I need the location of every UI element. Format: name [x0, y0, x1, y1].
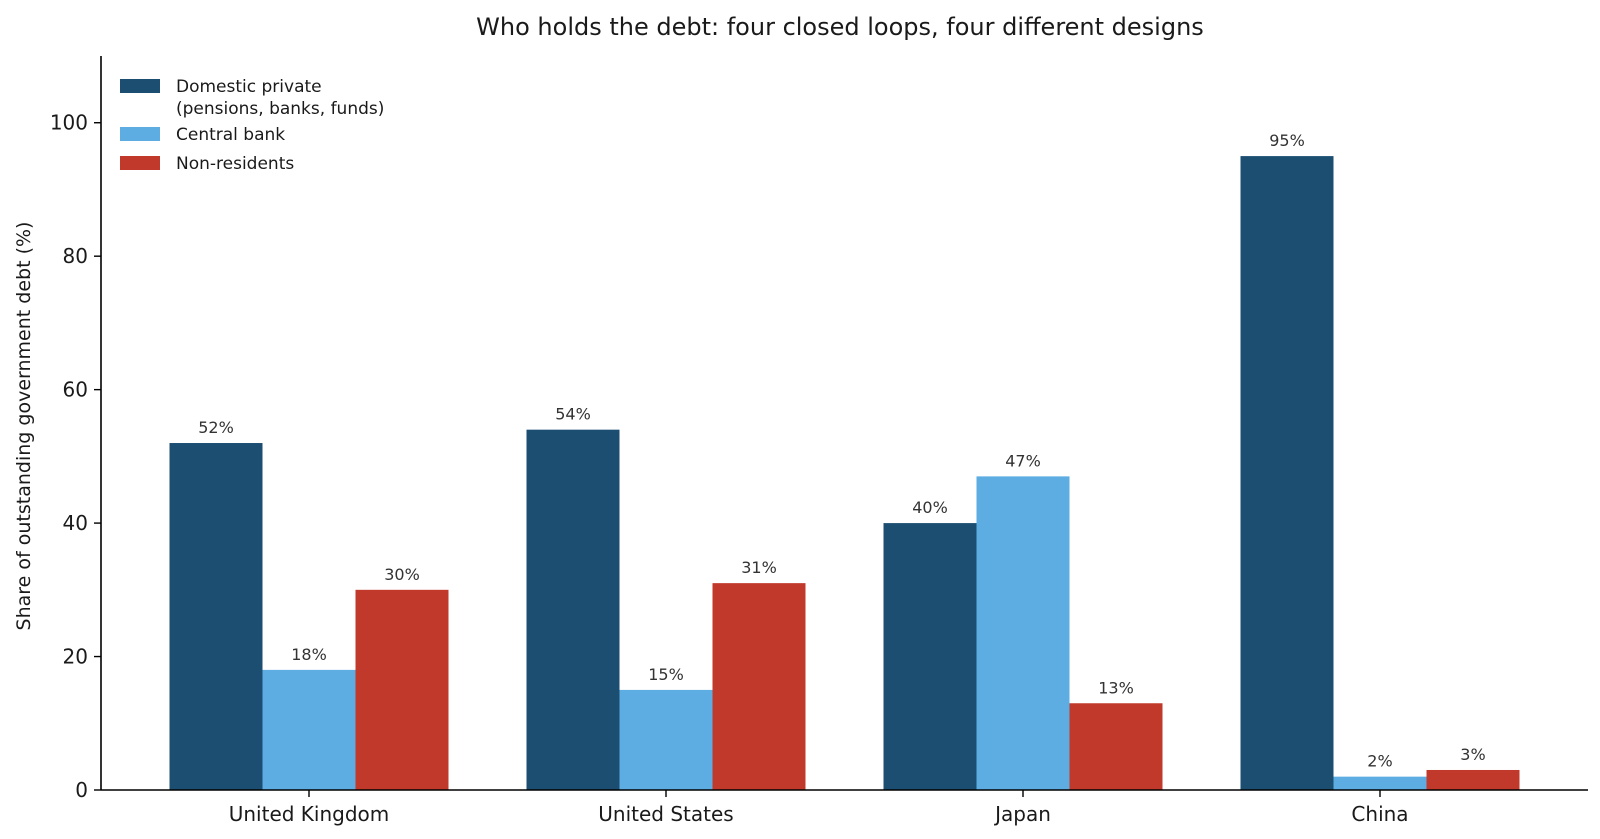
bar-label-united-kingdom-1: 52%	[198, 418, 234, 437]
bar-label-united-kingdom-2: 18%	[291, 645, 327, 664]
plot-area: 52% 18% 30% 54% 15% 31% 40% 47% 13% 95% 2% 3% 0 20 40 6…	[50, 56, 1588, 826]
legend-swatch-1	[120, 79, 160, 93]
bar-united-kingdom-1	[169, 443, 263, 790]
bar-united-states-1	[526, 429, 620, 790]
bar-label-china-3: 3%	[1460, 745, 1485, 764]
bar-label-united-states-1: 54%	[555, 405, 591, 424]
y-axis-label: Share of outstanding government debt (%)	[13, 222, 35, 631]
bar-japan-1	[883, 523, 977, 790]
bar-united-kingdom-2	[262, 669, 356, 790]
bar-china-2	[1333, 776, 1427, 790]
y-tick-label-20: 20	[63, 645, 88, 669]
bar-united-kingdom-3	[355, 589, 449, 790]
bar-label-japan-2: 47%	[1005, 451, 1041, 470]
x-tick-label-china: China	[1351, 802, 1408, 826]
bar-label-united-states-3: 31%	[741, 558, 777, 577]
bar-japan-3	[1069, 703, 1163, 790]
bar-china-1	[1240, 156, 1334, 790]
bar-label-china-1: 95%	[1269, 131, 1305, 150]
legend-swatch-3	[120, 156, 160, 170]
x-tick-label-united-kingdom: United Kingdom	[229, 802, 390, 826]
y-tick-label-0: 0	[75, 778, 88, 802]
bar-united-states-2	[619, 689, 713, 790]
x-tick-label-japan: Japan	[993, 802, 1051, 826]
x-tick-label-united-states: United States	[598, 802, 733, 826]
legend-label-2: Central bank	[176, 125, 285, 145]
legend-label-1: Domestic private (pensions, banks, funds)	[176, 77, 384, 119]
y-tick-label-80: 80	[63, 244, 88, 268]
y-tick-label-60: 60	[63, 378, 88, 402]
y-tick-label-100: 100	[50, 111, 88, 135]
chart-title: Who holds the debt: four closed loops, f…	[476, 13, 1204, 41]
bar-united-states-3	[712, 583, 806, 790]
bar-label-japan-1: 40%	[912, 498, 948, 517]
legend-swatch-2	[120, 127, 160, 141]
bar-japan-2	[976, 476, 1070, 790]
y-tick-label-40: 40	[63, 511, 88, 535]
bar-china-3	[1426, 769, 1520, 790]
bar-label-united-states-2: 15%	[648, 665, 684, 684]
legend: Domestic private (pensions, banks, funds)…	[120, 77, 384, 174]
legend-label-3: Non-residents	[176, 154, 294, 174]
bar-label-united-kingdom-3: 30%	[384, 565, 420, 584]
bar-label-china-2: 2%	[1367, 752, 1392, 771]
bar-label-japan-3: 13%	[1098, 678, 1134, 697]
